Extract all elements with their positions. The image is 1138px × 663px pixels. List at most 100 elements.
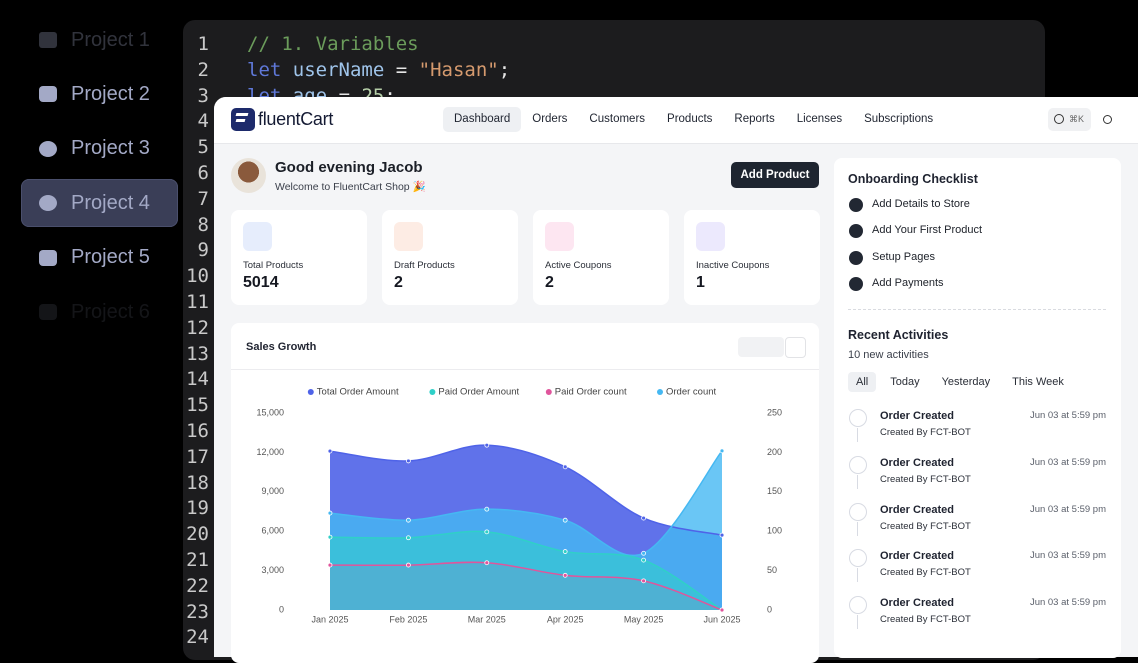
x-tick-label: Mar 2025: [468, 614, 506, 624]
activity-title: Order Created: [880, 456, 954, 469]
line-number: 24: [186, 626, 209, 649]
activity-title: Order Created: [880, 597, 954, 610]
add-product-button[interactable]: Add Product: [731, 162, 819, 188]
y2ticks-label: 50: [767, 565, 777, 575]
checklist-item[interactable]: Setup Pages: [872, 250, 935, 263]
yticks-label: 15,000: [256, 407, 284, 417]
point: [562, 549, 568, 554]
nav-item[interactable]: Licenses: [796, 113, 843, 125]
chart-fullscreen[interactable]: [785, 337, 806, 358]
tab[interactable]: This Week: [1012, 376, 1064, 388]
yticks-label: 3,000: [261, 565, 284, 575]
line-number: 14: [186, 368, 209, 391]
chart-title: Sales Growth: [246, 341, 317, 353]
project-name: Project 3: [71, 137, 150, 160]
project-item[interactable]: Project 4: [21, 179, 178, 228]
line-number: 16: [186, 420, 209, 442]
activity-title: Order Created: [880, 503, 954, 516]
point: [719, 448, 725, 454]
point: [327, 534, 333, 540]
activity-by: Created By FCT-BOT: [880, 520, 971, 532]
legend-swatch: [545, 389, 552, 395]
activities-subtitle: 10 new activities: [848, 349, 929, 361]
activity-time: Jun 03 at 5:59 pm: [1029, 410, 1106, 421]
legend-label: Order count: [666, 387, 717, 398]
point: [405, 562, 411, 568]
point: [327, 562, 333, 568]
project-item[interactable]: Project 3: [21, 125, 178, 173]
activity-icon: [849, 549, 867, 568]
line-number: 23: [186, 600, 209, 623]
nav-item[interactable]: Customers: [589, 113, 646, 125]
check-icon: [849, 198, 863, 212]
tab[interactable]: Yesterday: [941, 376, 991, 388]
line-number: 19: [186, 497, 209, 520]
project-item[interactable]: Project 1: [21, 16, 178, 64]
point: [562, 572, 568, 578]
activity-connector: [857, 474, 858, 489]
checklist-item[interactable]: Add Your First Product: [872, 224, 983, 237]
line-number: 6: [197, 162, 209, 184]
checklist-item[interactable]: Add Payments: [872, 276, 944, 289]
area: [330, 562, 722, 610]
stat-value: 5014: [243, 274, 279, 291]
search[interactable]: ⌘K: [1048, 108, 1091, 131]
project-icon: [39, 249, 57, 266]
point: [641, 515, 647, 521]
activity-time: Jun 03 at 5:59 pm: [1029, 503, 1106, 515]
point: [327, 510, 333, 516]
project-name: Project 2: [71, 82, 150, 105]
project-item[interactable]: Project 5: [21, 234, 178, 282]
stat-label: Draft Products: [394, 260, 455, 271]
punct: ;: [498, 59, 511, 81]
project-item[interactable]: Project 6: [21, 288, 178, 336]
legend-swatch: [429, 389, 436, 395]
nav-item[interactable]: Reports: [734, 113, 775, 125]
stat-icon: [394, 222, 423, 251]
line-number: 8: [197, 213, 209, 236]
theme-toggle[interactable]: [1103, 115, 1112, 124]
point: [641, 557, 647, 563]
activity-time: Jun 03 at 5:59 pm: [1029, 550, 1106, 562]
tab[interactable]: Today: [890, 376, 920, 388]
legend-swatch: [307, 389, 314, 395]
legend-label: Paid Order count: [555, 387, 627, 398]
point: [484, 442, 490, 448]
y2ticks-label: 200: [767, 447, 782, 457]
stat-value: 1: [696, 274, 705, 291]
yticks-label: 9,000: [261, 486, 284, 496]
activity-time: Jun 03 at 5:59 pm: [1029, 597, 1106, 609]
stat-value: 2: [394, 274, 403, 291]
line-number: 18: [186, 471, 209, 494]
line-number: 3: [197, 84, 209, 107]
point: [484, 506, 490, 512]
tab[interactable]: All: [848, 372, 877, 392]
check-icon: [849, 224, 863, 239]
line-number: 13: [186, 342, 209, 365]
nav-item[interactable]: Dashboard: [443, 107, 522, 132]
onboarding-title: Onboarding Checklist: [848, 172, 978, 186]
nav-item[interactable]: Subscriptions: [864, 113, 934, 125]
chart-type-toggle[interactable]: [738, 337, 784, 357]
line-number: 11: [186, 291, 209, 313]
x-tick-label: Jun 2025: [703, 614, 740, 624]
logo-mark: [235, 119, 246, 122]
project-item[interactable]: Project 2: [21, 70, 178, 118]
code-line: // 1. Variables: [247, 31, 419, 57]
nav-item[interactable]: Orders: [532, 113, 568, 125]
checklist-item[interactable]: Add Details to Store: [872, 198, 970, 210]
operator: =: [395, 59, 408, 81]
point: [719, 607, 725, 613]
chart: 0 3,000 6,000 9,000 12,000 15,000 0 50 100 150 200…: [256, 387, 782, 625]
point: [405, 517, 411, 523]
x-tick-label: Feb 2025: [389, 614, 427, 624]
operator: =: [338, 85, 351, 107]
project-name: Project 6: [71, 300, 150, 323]
point: [719, 532, 725, 538]
project-name: Project 1: [71, 28, 150, 51]
activity-connector: [857, 428, 858, 442]
logo-text[interactable]: fluentCart: [258, 109, 334, 129]
nav-item[interactable]: Products: [667, 113, 713, 125]
check-icon: [849, 250, 863, 265]
line-number: 10: [186, 265, 209, 288]
